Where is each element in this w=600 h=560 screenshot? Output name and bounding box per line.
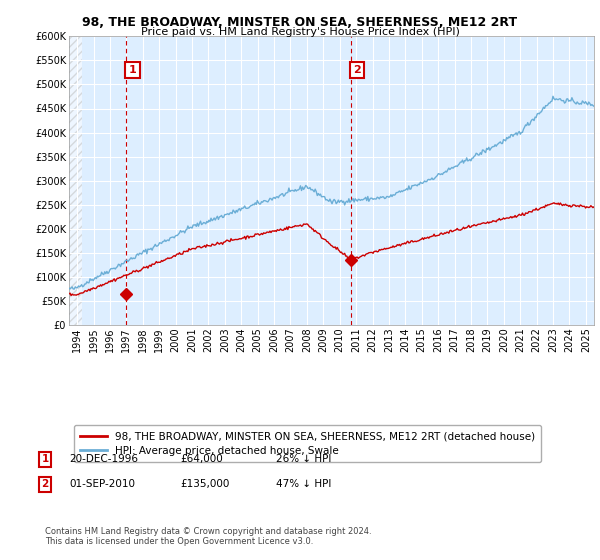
Text: 01-SEP-2010: 01-SEP-2010 <box>69 479 135 489</box>
Text: 2: 2 <box>41 479 49 489</box>
Text: 26% ↓ HPI: 26% ↓ HPI <box>276 454 331 464</box>
Text: 2: 2 <box>353 65 361 75</box>
Text: 20-DEC-1996: 20-DEC-1996 <box>69 454 138 464</box>
Text: Contains HM Land Registry data © Crown copyright and database right 2024.
This d: Contains HM Land Registry data © Crown c… <box>45 526 371 546</box>
Text: 1: 1 <box>41 454 49 464</box>
Text: £135,000: £135,000 <box>180 479 229 489</box>
Text: 47% ↓ HPI: 47% ↓ HPI <box>276 479 331 489</box>
Legend: 98, THE BROADWAY, MINSTER ON SEA, SHEERNESS, ME12 2RT (detached house), HPI: Ave: 98, THE BROADWAY, MINSTER ON SEA, SHEERN… <box>74 425 541 462</box>
Bar <box>69 36 82 325</box>
Text: 98, THE BROADWAY, MINSTER ON SEA, SHEERNESS, ME12 2RT: 98, THE BROADWAY, MINSTER ON SEA, SHEERN… <box>82 16 518 29</box>
Text: 1: 1 <box>128 65 136 75</box>
Text: £64,000: £64,000 <box>180 454 223 464</box>
Text: Price paid vs. HM Land Registry's House Price Index (HPI): Price paid vs. HM Land Registry's House … <box>140 27 460 37</box>
